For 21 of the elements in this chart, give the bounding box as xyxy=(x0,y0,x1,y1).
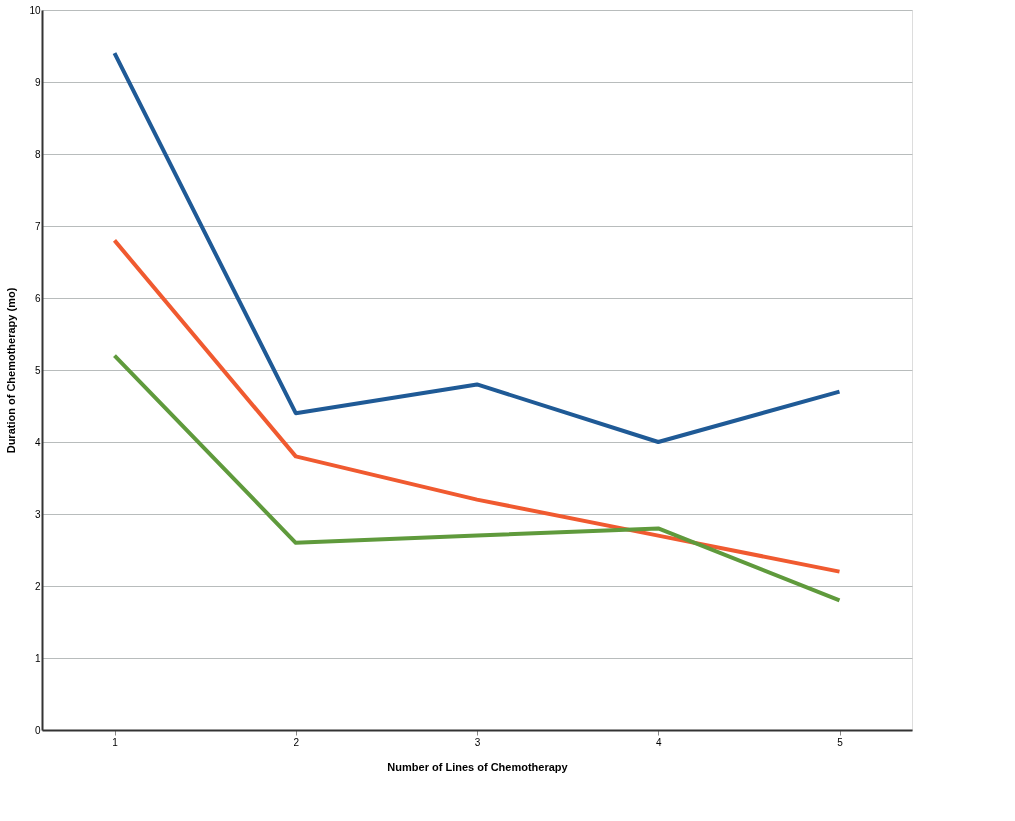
y-tick-label: 1 xyxy=(34,652,41,664)
x-axis-title: Number of Lines of Chemotherapy xyxy=(387,760,569,773)
x-tick-label: 4 xyxy=(655,736,662,748)
y-tick-label: 0 xyxy=(34,724,41,736)
y-axis-title: Duration of Chemotherapy (mo) xyxy=(5,287,18,454)
line-series xyxy=(112,238,842,574)
y-tick-label: 3 xyxy=(34,508,41,520)
y-tick-label: 7 xyxy=(34,220,41,232)
x-tick-label: 3 xyxy=(474,736,481,748)
line-series xyxy=(112,51,842,444)
y-tick-label: 6 xyxy=(34,292,41,304)
y-tick-label: 10 xyxy=(29,4,41,16)
y-tick-label: 2 xyxy=(34,580,41,592)
y-tick-label: 8 xyxy=(34,148,41,160)
x-tick-label: 2 xyxy=(293,736,300,748)
x-tick-label: 5 xyxy=(837,736,844,748)
y-tick-label: 4 xyxy=(34,436,41,448)
line-series xyxy=(112,353,842,603)
x-tick-label: 1 xyxy=(112,736,119,748)
y-tick-label: 9 xyxy=(34,76,41,88)
y-tick-label: 5 xyxy=(34,364,41,376)
